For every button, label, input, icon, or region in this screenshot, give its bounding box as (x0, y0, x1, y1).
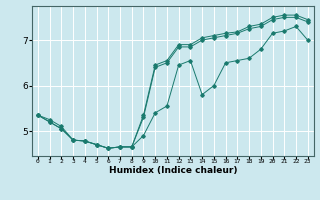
X-axis label: Humidex (Indice chaleur): Humidex (Indice chaleur) (108, 166, 237, 175)
